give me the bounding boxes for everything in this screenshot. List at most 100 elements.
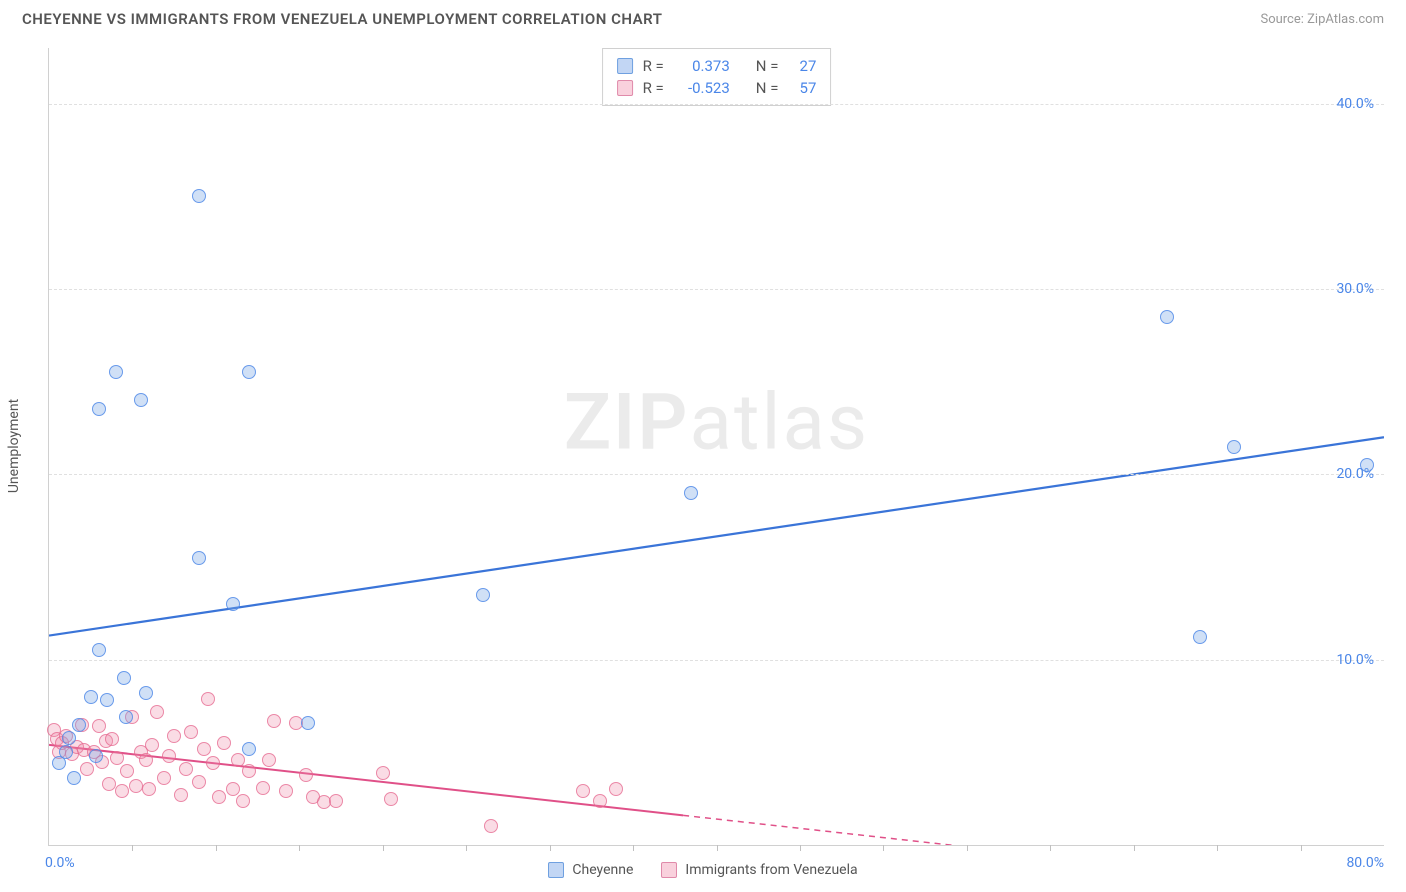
data-point bbox=[167, 729, 181, 743]
data-point bbox=[192, 551, 206, 565]
data-point bbox=[231, 753, 245, 767]
stat-r-label: R = bbox=[643, 57, 664, 75]
x-tick bbox=[633, 845, 634, 851]
data-point bbox=[119, 710, 133, 724]
legend-item: Immigrants from Venezuela bbox=[661, 862, 857, 878]
data-point bbox=[201, 692, 215, 706]
legend-item: Cheyenne bbox=[548, 862, 633, 878]
data-point bbox=[197, 742, 211, 756]
data-point bbox=[62, 731, 76, 745]
data-point bbox=[109, 365, 123, 379]
data-point bbox=[279, 784, 293, 798]
chart-header: CHEYENNE VS IMMIGRANTS FROM VENEZUELA UN… bbox=[0, 0, 1406, 32]
x-tick bbox=[550, 845, 551, 851]
chart-source: Source: ZipAtlas.com bbox=[1260, 12, 1384, 27]
legend-swatch bbox=[661, 862, 677, 878]
data-point bbox=[192, 189, 206, 203]
stats-row: R = 0.373 N = 27 bbox=[617, 55, 817, 77]
data-point bbox=[102, 777, 116, 791]
data-point bbox=[212, 790, 226, 804]
data-point bbox=[115, 784, 129, 798]
data-point bbox=[72, 718, 86, 732]
trend-line bbox=[49, 437, 1384, 635]
x-tick bbox=[132, 845, 133, 851]
data-point bbox=[299, 768, 313, 782]
data-point bbox=[184, 725, 198, 739]
data-point bbox=[92, 643, 106, 657]
data-point bbox=[80, 762, 94, 776]
data-point bbox=[1360, 458, 1374, 472]
x-tick bbox=[883, 845, 884, 851]
data-point bbox=[100, 693, 114, 707]
data-point bbox=[150, 705, 164, 719]
stat-n-label: N = bbox=[756, 57, 779, 75]
watermark: ZIPatlas bbox=[564, 377, 869, 468]
legend-label: Cheyenne bbox=[572, 862, 633, 878]
data-point bbox=[67, 771, 81, 785]
data-point bbox=[236, 794, 250, 808]
x-tick bbox=[800, 845, 801, 851]
data-point bbox=[174, 788, 188, 802]
data-point bbox=[301, 716, 315, 730]
data-point bbox=[242, 764, 256, 778]
data-point bbox=[92, 402, 106, 416]
data-point bbox=[105, 732, 119, 746]
stat-n-value: 27 bbox=[788, 57, 816, 75]
data-point bbox=[139, 686, 153, 700]
data-point bbox=[89, 749, 103, 763]
series-legend: Cheyenne Immigrants from Venezuela bbox=[0, 862, 1406, 878]
data-point bbox=[1227, 440, 1241, 454]
x-tick bbox=[1217, 845, 1218, 851]
data-point bbox=[329, 794, 343, 808]
y-axis-title: Unemployment bbox=[6, 399, 22, 493]
data-point bbox=[139, 753, 153, 767]
y-tick-label: 30.0% bbox=[1336, 281, 1374, 297]
data-point bbox=[192, 775, 206, 789]
y-tick-label: 40.0% bbox=[1336, 96, 1374, 112]
data-point bbox=[376, 766, 390, 780]
stat-r-value: 0.373 bbox=[674, 57, 730, 75]
data-point bbox=[476, 588, 490, 602]
x-tick bbox=[216, 845, 217, 851]
data-point bbox=[84, 690, 98, 704]
data-point bbox=[110, 751, 124, 765]
data-point bbox=[242, 742, 256, 756]
data-point bbox=[256, 781, 270, 795]
legend-swatch bbox=[548, 862, 564, 878]
x-tick bbox=[1301, 845, 1302, 851]
legend-label: Immigrants from Venezuela bbox=[685, 862, 857, 878]
gridline-horizontal bbox=[49, 660, 1384, 661]
stat-r-label: R = bbox=[643, 79, 664, 97]
gridline-horizontal bbox=[49, 289, 1384, 290]
stat-n-value: 57 bbox=[788, 79, 816, 97]
x-tick bbox=[1050, 845, 1051, 851]
data-point bbox=[120, 764, 134, 778]
data-point bbox=[142, 782, 156, 796]
x-tick bbox=[466, 845, 467, 851]
scatter-chart: ZIPatlas R =0.373N =27R =-0.523N =57 10.… bbox=[48, 48, 1384, 846]
data-point bbox=[162, 749, 176, 763]
stats-legend: R = 0.373 N = 27 R = -0.523 N = 57 bbox=[602, 48, 832, 106]
x-tick bbox=[299, 845, 300, 851]
data-point bbox=[92, 719, 106, 733]
gridline-horizontal bbox=[49, 474, 1384, 475]
data-point bbox=[576, 784, 590, 798]
data-point bbox=[1160, 310, 1174, 324]
data-point bbox=[157, 771, 171, 785]
data-point bbox=[593, 794, 607, 808]
trend-lines bbox=[49, 48, 1384, 845]
x-tick bbox=[967, 845, 968, 851]
legend-swatch bbox=[617, 58, 633, 74]
x-tick bbox=[717, 845, 718, 851]
data-point bbox=[484, 819, 498, 833]
data-point bbox=[1193, 630, 1207, 644]
stat-r-value: -0.523 bbox=[674, 79, 730, 97]
stat-n-label: N = bbox=[756, 79, 779, 97]
legend-swatch bbox=[617, 80, 633, 96]
data-point bbox=[242, 365, 256, 379]
data-point bbox=[684, 486, 698, 500]
chart-title: CHEYENNE VS IMMIGRANTS FROM VENEZUELA UN… bbox=[22, 10, 662, 28]
x-tick bbox=[1134, 845, 1135, 851]
x-tick bbox=[383, 845, 384, 851]
gridline-horizontal bbox=[49, 104, 1384, 105]
